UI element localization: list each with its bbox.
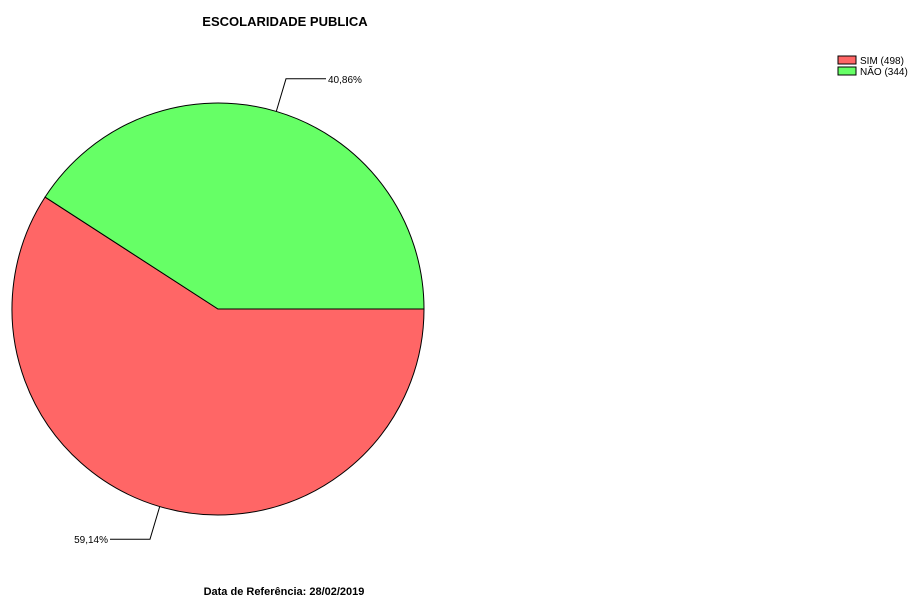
chart-title: ESCOLARIDADE PUBLICA	[202, 14, 368, 29]
legend-swatch-sim	[837, 55, 857, 65]
pie-leader-lines	[110, 78, 326, 540]
leader-line-sim	[110, 506, 161, 540]
pie-percent-labels: 59,14% 40,86%	[74, 75, 362, 546]
reference-date-footer: Data de Referência: 28/02/2019	[204, 586, 365, 598]
legend-swatch-nao	[837, 66, 857, 76]
legend-label-nao: NÃO (344)	[860, 65, 908, 78]
legend-label-sim: SIM (498)	[860, 56, 904, 67]
percent-label-sim: 59,14%	[74, 535, 108, 546]
pie-slices	[11, 102, 425, 516]
pie-slice-nao	[44, 102, 425, 310]
legend: SIM (498)NÃO (344)	[837, 55, 908, 78]
leader-line-nao	[275, 78, 326, 112]
percent-label-nao: 40,86%	[328, 75, 362, 86]
pie-slice-sim	[11, 196, 425, 516]
